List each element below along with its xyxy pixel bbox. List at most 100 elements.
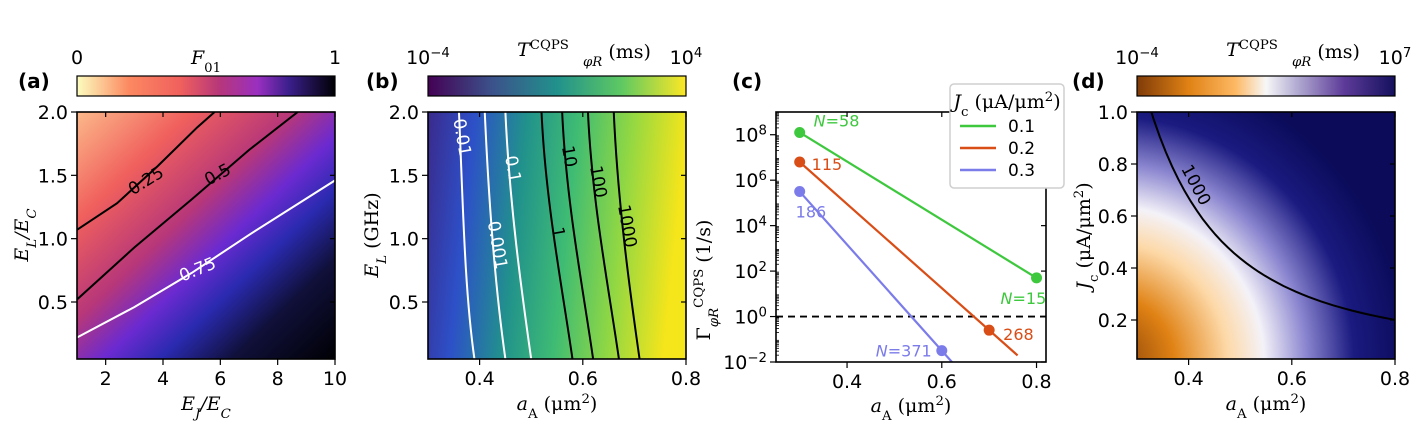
data-point [794, 156, 806, 168]
y-axis-label: Jc (μA/μm2) [1072, 182, 1102, 293]
data-point [794, 126, 806, 138]
colorbar-label: TCQPS [1226, 38, 1278, 62]
heatmap [1137, 112, 1395, 359]
colorbar [76, 75, 336, 97]
contour-line [77, 112, 299, 301]
x-tick-label: 4 [157, 368, 169, 390]
y-tick-label: 0.5 [38, 292, 68, 314]
y-tick-label: 0.8 [1098, 154, 1128, 176]
x-tick-label: 2 [100, 368, 112, 390]
x-tick-label: 0.4 [832, 371, 862, 393]
legend-title: Jc (μA/μm2) [949, 90, 1060, 120]
contour-line [504, 112, 533, 359]
y-tick-label: 0.5 [389, 292, 419, 314]
panel-label: (c) [732, 69, 762, 93]
data-point [794, 186, 806, 198]
y-tick-label: 1.0 [1098, 102, 1128, 124]
y-tick-label: 0.2 [1098, 310, 1128, 332]
panel-a: 0.25 0.50.75 2 4 6 8 10 0.5 1.0 1.5 2.0 0 1 F01 (a) EJ/… [11, 47, 347, 422]
contour-label: 1 [547, 225, 569, 239]
series-line [798, 190, 954, 362]
point-label: 186 [796, 203, 827, 222]
x-tick-label: 8 [272, 368, 284, 390]
x-tick-label: 0.4 [1173, 368, 1203, 390]
x-tick-label: 0.8 [1380, 368, 1410, 390]
axes-frame [1136, 111, 1396, 360]
x-axis-label: aA (μm2) [871, 394, 952, 424]
series-line [798, 161, 1019, 357]
contour-label: 0.1 [500, 154, 524, 184]
legend-box [949, 83, 1065, 189]
legend-entry: 0.3 [1008, 161, 1035, 181]
x-tick-label: 10 [323, 368, 347, 390]
y-tick-label: 2.0 [389, 102, 419, 124]
colorbar-max-label: 104 [670, 46, 703, 70]
point-label: 268 [1003, 325, 1034, 344]
contour-line [586, 112, 620, 359]
point-label: N=371 [876, 342, 932, 361]
y-axis-label: EL/EC [11, 208, 40, 262]
y-tick-label: 108 [734, 123, 767, 147]
panel-label: (b) [366, 69, 399, 93]
data-point [1031, 272, 1043, 284]
y-tick-label: 0.4 [1098, 258, 1128, 280]
y-tick-label: 1.0 [389, 229, 419, 251]
x-axis-label: aA (μm2) [517, 392, 598, 422]
contour-line [483, 112, 507, 359]
colorbar-max-label: 1 [329, 47, 341, 69]
colorbar-max-label: 107 [1379, 46, 1412, 70]
series-group: N=58 N=155 115 268 186 N=371 [776, 111, 1057, 362]
y-tick-label: 1.5 [38, 165, 68, 187]
y-tick-label: 102 [734, 260, 767, 284]
x-tick-label: 0.8 [671, 368, 701, 390]
axes-frame [427, 111, 687, 360]
point-label: N=155 [1001, 289, 1057, 308]
legend-entry: 0.1 [1008, 117, 1035, 137]
y-axis-label: EL (GHz) [361, 192, 390, 278]
legend-entry: 0.2 [1008, 139, 1035, 159]
contour-line [612, 112, 641, 359]
data-point [936, 345, 948, 357]
contour-line [77, 112, 216, 231]
x-tick-label: 6 [214, 368, 226, 390]
contour-line [457, 112, 476, 359]
contours: 0.25 0.50.75 [77, 112, 335, 339]
colorbar [1136, 75, 1396, 97]
y-tick-label: 10−2 [723, 351, 767, 375]
x-tick-label: 0.6 [568, 368, 598, 390]
series-line [799, 131, 1038, 279]
x-tick-label: 0.4 [464, 368, 494, 390]
legend: Jc (μA/μm2)0.10.20.3 [949, 83, 1065, 189]
contour-line [1150, 112, 1395, 321]
y-tick-label: 2.0 [38, 102, 68, 124]
colorbar-min-label: 0 [71, 47, 83, 69]
x-tick-label: 0.8 [1021, 371, 1051, 393]
heatmap [428, 112, 686, 359]
x-tick-label: 0.6 [927, 371, 957, 393]
x-tick-label: 0.6 [1277, 368, 1307, 390]
axes-frame [775, 111, 1047, 363]
x-axis-label: aA (μm2) [1226, 392, 1307, 422]
colorbar-label-sub: φR (ms) [1292, 41, 1360, 70]
x-axis-label: EJ/EC [180, 393, 231, 422]
colorbar-label: TCQPS [517, 38, 569, 62]
colorbar-label: F01 [190, 47, 221, 76]
y-tick-label: 0.6 [1098, 206, 1128, 228]
colorbar [427, 75, 687, 97]
y-tick-label: 100 [734, 305, 767, 329]
point-label: N=58 [814, 111, 860, 130]
colorbar-label-sub: φR (ms) [583, 41, 651, 70]
axes-frame [76, 111, 336, 360]
contour-line [540, 112, 574, 359]
panel-c: N=58 N=155 115 268 186 N=371 0.4 0.6 0.8 10−2 100 1… [692, 69, 1065, 424]
colorbar-min-label: 10−4 [1115, 46, 1159, 70]
heatmap [77, 112, 335, 359]
panel-label: (d) [1072, 69, 1105, 93]
contour-line [561, 112, 595, 359]
colorbar-min-label: 10−4 [406, 46, 450, 70]
y-tick-label: 106 [734, 169, 767, 193]
